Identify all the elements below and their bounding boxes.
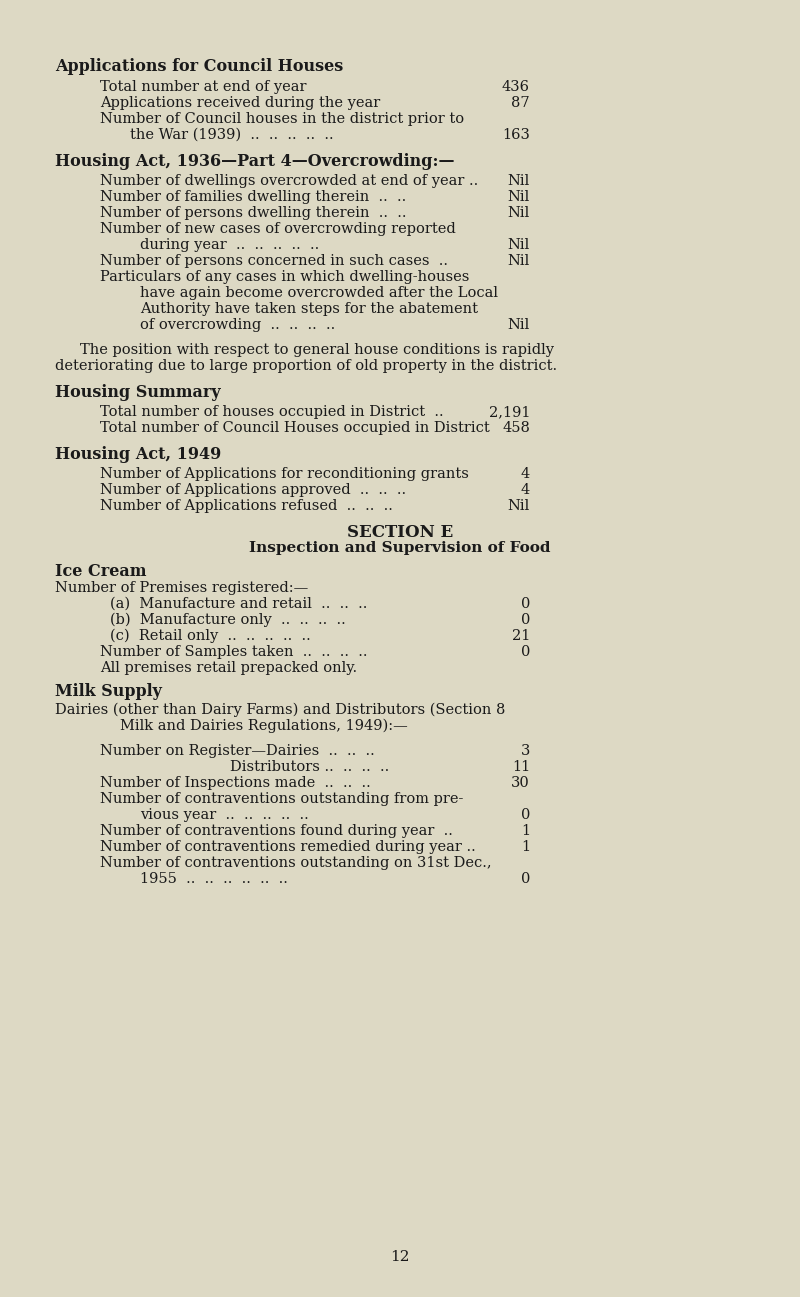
Text: 1: 1 <box>521 824 530 838</box>
Text: The position with respect to general house conditions is rapidly: The position with respect to general hou… <box>80 342 554 357</box>
Text: Nil: Nil <box>508 254 530 268</box>
Text: 87: 87 <box>511 96 530 110</box>
Text: 4: 4 <box>521 467 530 481</box>
Text: 0: 0 <box>521 613 530 626</box>
Text: Number of Inspections made  ..  ..  ..: Number of Inspections made .. .. .. <box>100 776 370 790</box>
Text: Number of new cases of overcrowding reported: Number of new cases of overcrowding repo… <box>100 222 456 236</box>
Text: Inspection and Supervision of Food: Inspection and Supervision of Food <box>250 541 550 555</box>
Text: Number of Applications refused  ..  ..  ..: Number of Applications refused .. .. .. <box>100 499 393 514</box>
Text: Housing Act, 1936—Part 4—Overcrowding:—: Housing Act, 1936—Part 4—Overcrowding:— <box>55 153 454 170</box>
Text: vious year  ..  ..  ..  ..  ..: vious year .. .. .. .. .. <box>140 808 309 822</box>
Text: (c)  Retail only  ..  ..  ..  ..  ..: (c) Retail only .. .. .. .. .. <box>110 629 310 643</box>
Text: 4: 4 <box>521 482 530 497</box>
Text: 0: 0 <box>521 597 530 611</box>
Text: Authority have taken steps for the abatement: Authority have taken steps for the abate… <box>140 302 478 316</box>
Text: Total number of houses occupied in District  ..: Total number of houses occupied in Distr… <box>100 405 444 419</box>
Text: Nil: Nil <box>508 174 530 188</box>
Text: Milk Supply: Milk Supply <box>55 684 162 700</box>
Text: 12: 12 <box>390 1250 410 1265</box>
Text: have again become overcrowded after the Local: have again become overcrowded after the … <box>140 287 498 300</box>
Text: Nil: Nil <box>508 318 530 332</box>
Text: Total number at end of year: Total number at end of year <box>100 80 306 93</box>
Text: Particulars of any cases in which dwelling-houses: Particulars of any cases in which dwelli… <box>100 270 470 284</box>
Text: 163: 163 <box>502 128 530 141</box>
Text: Number of contraventions outstanding from pre-: Number of contraventions outstanding fro… <box>100 792 463 805</box>
Text: Number of Applications approved  ..  ..  ..: Number of Applications approved .. .. .. <box>100 482 406 497</box>
Text: Number of dwellings overcrowded at end of year ..: Number of dwellings overcrowded at end o… <box>100 174 478 188</box>
Text: 11: 11 <box>512 760 530 774</box>
Text: Nil: Nil <box>508 239 530 252</box>
Text: of overcrowding  ..  ..  ..  ..: of overcrowding .. .. .. .. <box>140 318 335 332</box>
Text: Number of contraventions remedied during year ..: Number of contraventions remedied during… <box>100 840 476 853</box>
Text: Nil: Nil <box>508 206 530 220</box>
Text: Nil: Nil <box>508 189 530 204</box>
Text: Number of Samples taken  ..  ..  ..  ..: Number of Samples taken .. .. .. .. <box>100 645 367 659</box>
Text: Applications for Council Houses: Applications for Council Houses <box>55 58 343 75</box>
Text: Dairies (other than Dairy Farms) and Distributors (Section 8: Dairies (other than Dairy Farms) and Dis… <box>55 703 506 717</box>
Text: All premises retail prepacked only.: All premises retail prepacked only. <box>100 661 357 674</box>
Text: Milk and Dairies Regulations, 1949):—: Milk and Dairies Regulations, 1949):— <box>120 719 408 733</box>
Text: (a)  Manufacture and retail  ..  ..  ..: (a) Manufacture and retail .. .. .. <box>110 597 367 611</box>
Text: 0: 0 <box>521 645 530 659</box>
Text: Applications received during the year: Applications received during the year <box>100 96 380 110</box>
Text: 21: 21 <box>512 629 530 643</box>
Text: 0: 0 <box>521 872 530 886</box>
Text: 1955  ..  ..  ..  ..  ..  ..: 1955 .. .. .. .. .. .. <box>140 872 288 886</box>
Text: 436: 436 <box>502 80 530 93</box>
Text: Nil: Nil <box>508 499 530 514</box>
Text: Total number of Council Houses occupied in District: Total number of Council Houses occupied … <box>100 422 490 434</box>
Text: Distributors ..  ..  ..  ..: Distributors .. .. .. .. <box>230 760 390 774</box>
Text: 458: 458 <box>502 422 530 434</box>
Text: Number of persons dwelling therein  ..  ..: Number of persons dwelling therein .. .. <box>100 206 406 220</box>
Text: Number of Applications for reconditioning grants: Number of Applications for reconditionin… <box>100 467 469 481</box>
Text: Ice Cream: Ice Cream <box>55 563 146 580</box>
Text: SECTION E: SECTION E <box>347 524 453 541</box>
Text: Number on Register—Dairies  ..  ..  ..: Number on Register—Dairies .. .. .. <box>100 744 374 757</box>
Text: 30: 30 <box>511 776 530 790</box>
Text: Number of Premises registered:—: Number of Premises registered:— <box>55 581 308 595</box>
Text: deteriorating due to large proportion of old property in the district.: deteriorating due to large proportion of… <box>55 359 557 374</box>
Text: Number of Council houses in the district prior to: Number of Council houses in the district… <box>100 112 464 126</box>
Text: Number of persons concerned in such cases  ..: Number of persons concerned in such case… <box>100 254 448 268</box>
Text: Number of families dwelling therein  ..  ..: Number of families dwelling therein .. .… <box>100 189 406 204</box>
Text: (b)  Manufacture only  ..  ..  ..  ..: (b) Manufacture only .. .. .. .. <box>110 613 346 628</box>
Text: Housing Act, 1949: Housing Act, 1949 <box>55 446 222 463</box>
Text: 2,191: 2,191 <box>489 405 530 419</box>
Text: the War (1939)  ..  ..  ..  ..  ..: the War (1939) .. .. .. .. .. <box>130 128 334 141</box>
Text: Number of contraventions found during year  ..: Number of contraventions found during ye… <box>100 824 453 838</box>
Text: Number of contraventions outstanding on 31st Dec.,: Number of contraventions outstanding on … <box>100 856 492 870</box>
Text: 3: 3 <box>521 744 530 757</box>
Text: 0: 0 <box>521 808 530 822</box>
Text: 1: 1 <box>521 840 530 853</box>
Text: during year  ..  ..  ..  ..  ..: during year .. .. .. .. .. <box>140 239 319 252</box>
Text: Housing Summary: Housing Summary <box>55 384 221 401</box>
